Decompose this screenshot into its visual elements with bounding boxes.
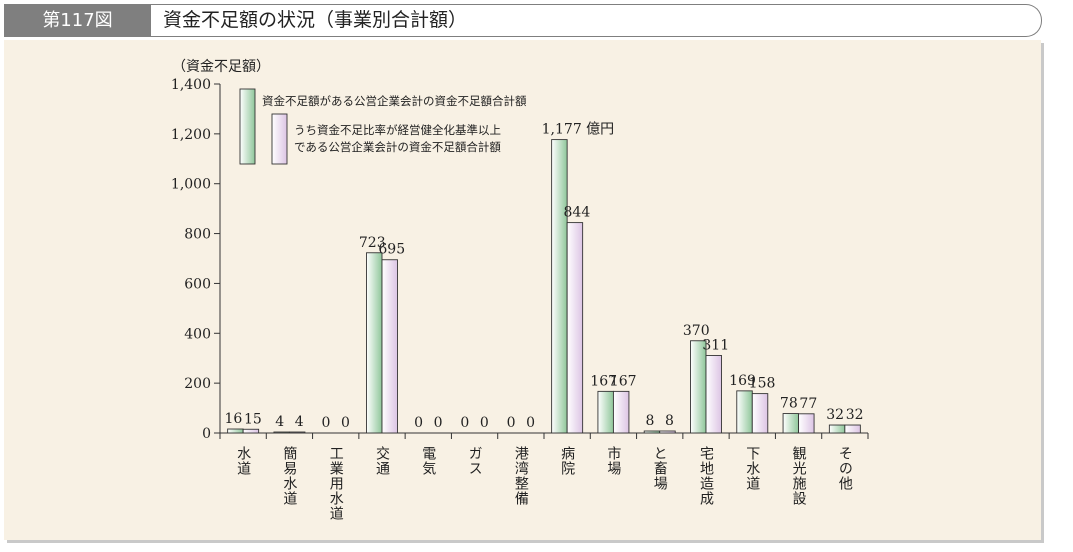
y-tick-label: 0 xyxy=(202,426,211,442)
category-label: 市場 xyxy=(605,445,621,476)
bar-series2 xyxy=(751,393,769,434)
category-label: 観光施設 xyxy=(791,445,807,506)
bar-series1 xyxy=(551,139,568,434)
data-label-series1: 0 xyxy=(460,415,469,431)
data-label-series1: 16 xyxy=(224,411,242,427)
bars xyxy=(227,139,861,434)
bar-series1 xyxy=(782,413,800,434)
figure-header: 第117図 資金不足額の状況（事業別合計額） xyxy=(4,4,1056,37)
y-tick-label: 600 xyxy=(184,276,211,292)
legend-label-series2-line1: うち資金不足比率が経営健全化基準以上 xyxy=(294,123,501,137)
figure-panel xyxy=(4,40,1041,540)
bar-series2 xyxy=(381,259,398,434)
category-label: 水道 xyxy=(235,446,251,476)
y-tick-label: 200 xyxy=(184,376,211,392)
y-tick-label: 400 xyxy=(184,326,211,342)
bar-series2 xyxy=(659,430,676,434)
bar-series2 xyxy=(288,431,306,434)
data-label-series2: 8 xyxy=(665,413,674,429)
legend-label-series2-line2: である公営企業会計の資金不足額合計額 xyxy=(294,140,501,154)
figure-number: 第117図 xyxy=(4,4,151,37)
bar-series1 xyxy=(690,340,707,434)
y-tick-label: 1,000 xyxy=(171,177,211,193)
category-label: 下水道 xyxy=(744,446,760,491)
bar-series1 xyxy=(273,431,290,434)
bar-series1 xyxy=(643,430,661,434)
y-tick-label: 1,200 xyxy=(171,127,211,143)
category-label: 病院 xyxy=(559,446,575,476)
bar-series2 xyxy=(566,222,584,434)
category-label: 宅地造成 xyxy=(698,446,714,506)
legend: 資金不足額がある公営企業会計の資金不足額合計額うち資金不足比率が経営健全化基準以… xyxy=(239,88,527,165)
category-label: その他 xyxy=(837,446,853,491)
data-label-series2: 158 xyxy=(749,376,776,392)
legend-swatch-series2 xyxy=(271,113,288,165)
data-label-series2: 844 xyxy=(564,205,591,221)
data-label-series2: 311 xyxy=(702,337,729,353)
category-label: 簡易水道 xyxy=(281,446,297,506)
bar-series2 xyxy=(705,355,722,434)
data-label-series2: 0 xyxy=(480,415,489,431)
data-label-series1: 78 xyxy=(780,396,798,412)
data-label-series1: 8 xyxy=(646,413,655,429)
bar-series2 xyxy=(612,390,630,434)
bar-series1 xyxy=(736,390,753,434)
figure-title-box: 資金不足額の状況（事業別合計額） xyxy=(151,4,1042,37)
data-label-series1: 0 xyxy=(414,415,423,431)
data-label-series2: 4 xyxy=(295,414,304,430)
y-axis-title: （資金不足額） xyxy=(172,59,270,75)
data-label-series2: 15 xyxy=(244,411,262,427)
data-label-series1: 32 xyxy=(826,407,844,423)
bar-series2 xyxy=(844,424,861,434)
figure-title: 資金不足額の状況（事業別合計額） xyxy=(163,9,468,31)
data-label-series1: 370 xyxy=(683,323,710,339)
bar-series2 xyxy=(798,413,815,434)
data-label-series1: 167 xyxy=(590,373,617,389)
data-label-series2: 0 xyxy=(526,415,535,431)
bar-series1 xyxy=(828,424,846,434)
y-tick-label: 1,400 xyxy=(171,77,211,93)
data-label-series1: 4 xyxy=(275,414,284,430)
category-label: 工業用水道 xyxy=(328,446,344,521)
bar-series1 xyxy=(597,390,614,434)
category-label: ガス xyxy=(467,446,483,476)
data-label-series1: 169 xyxy=(729,373,756,389)
data-label-series2: 167 xyxy=(610,373,637,389)
category-label: 電気 xyxy=(420,446,436,476)
data-label-series1: 0 xyxy=(507,415,516,431)
bar-series1 xyxy=(227,428,244,434)
data-label-series1: 1,177 億円 xyxy=(542,122,615,138)
legend-swatch-series1 xyxy=(239,88,256,165)
bar-series2 xyxy=(242,428,260,434)
data-label-series2: 695 xyxy=(378,242,405,258)
category-label: 交通 xyxy=(374,445,390,476)
data-label-series2: 0 xyxy=(434,415,443,431)
data-label-series1: 0 xyxy=(322,415,331,431)
bar-series1 xyxy=(366,252,383,434)
y-tick-label: 800 xyxy=(184,227,211,243)
data-label-series1: 723 xyxy=(359,235,386,251)
legend-label-series1: 資金不足額がある公営企業会計の資金不足額合計額 xyxy=(262,94,527,108)
data-label-series2: 32 xyxy=(846,407,864,423)
data-label-series2: 77 xyxy=(799,396,817,412)
data-label-series2: 0 xyxy=(341,415,350,431)
category-label: 港湾整備 xyxy=(513,446,529,506)
category-label: と畜場 xyxy=(652,446,668,491)
